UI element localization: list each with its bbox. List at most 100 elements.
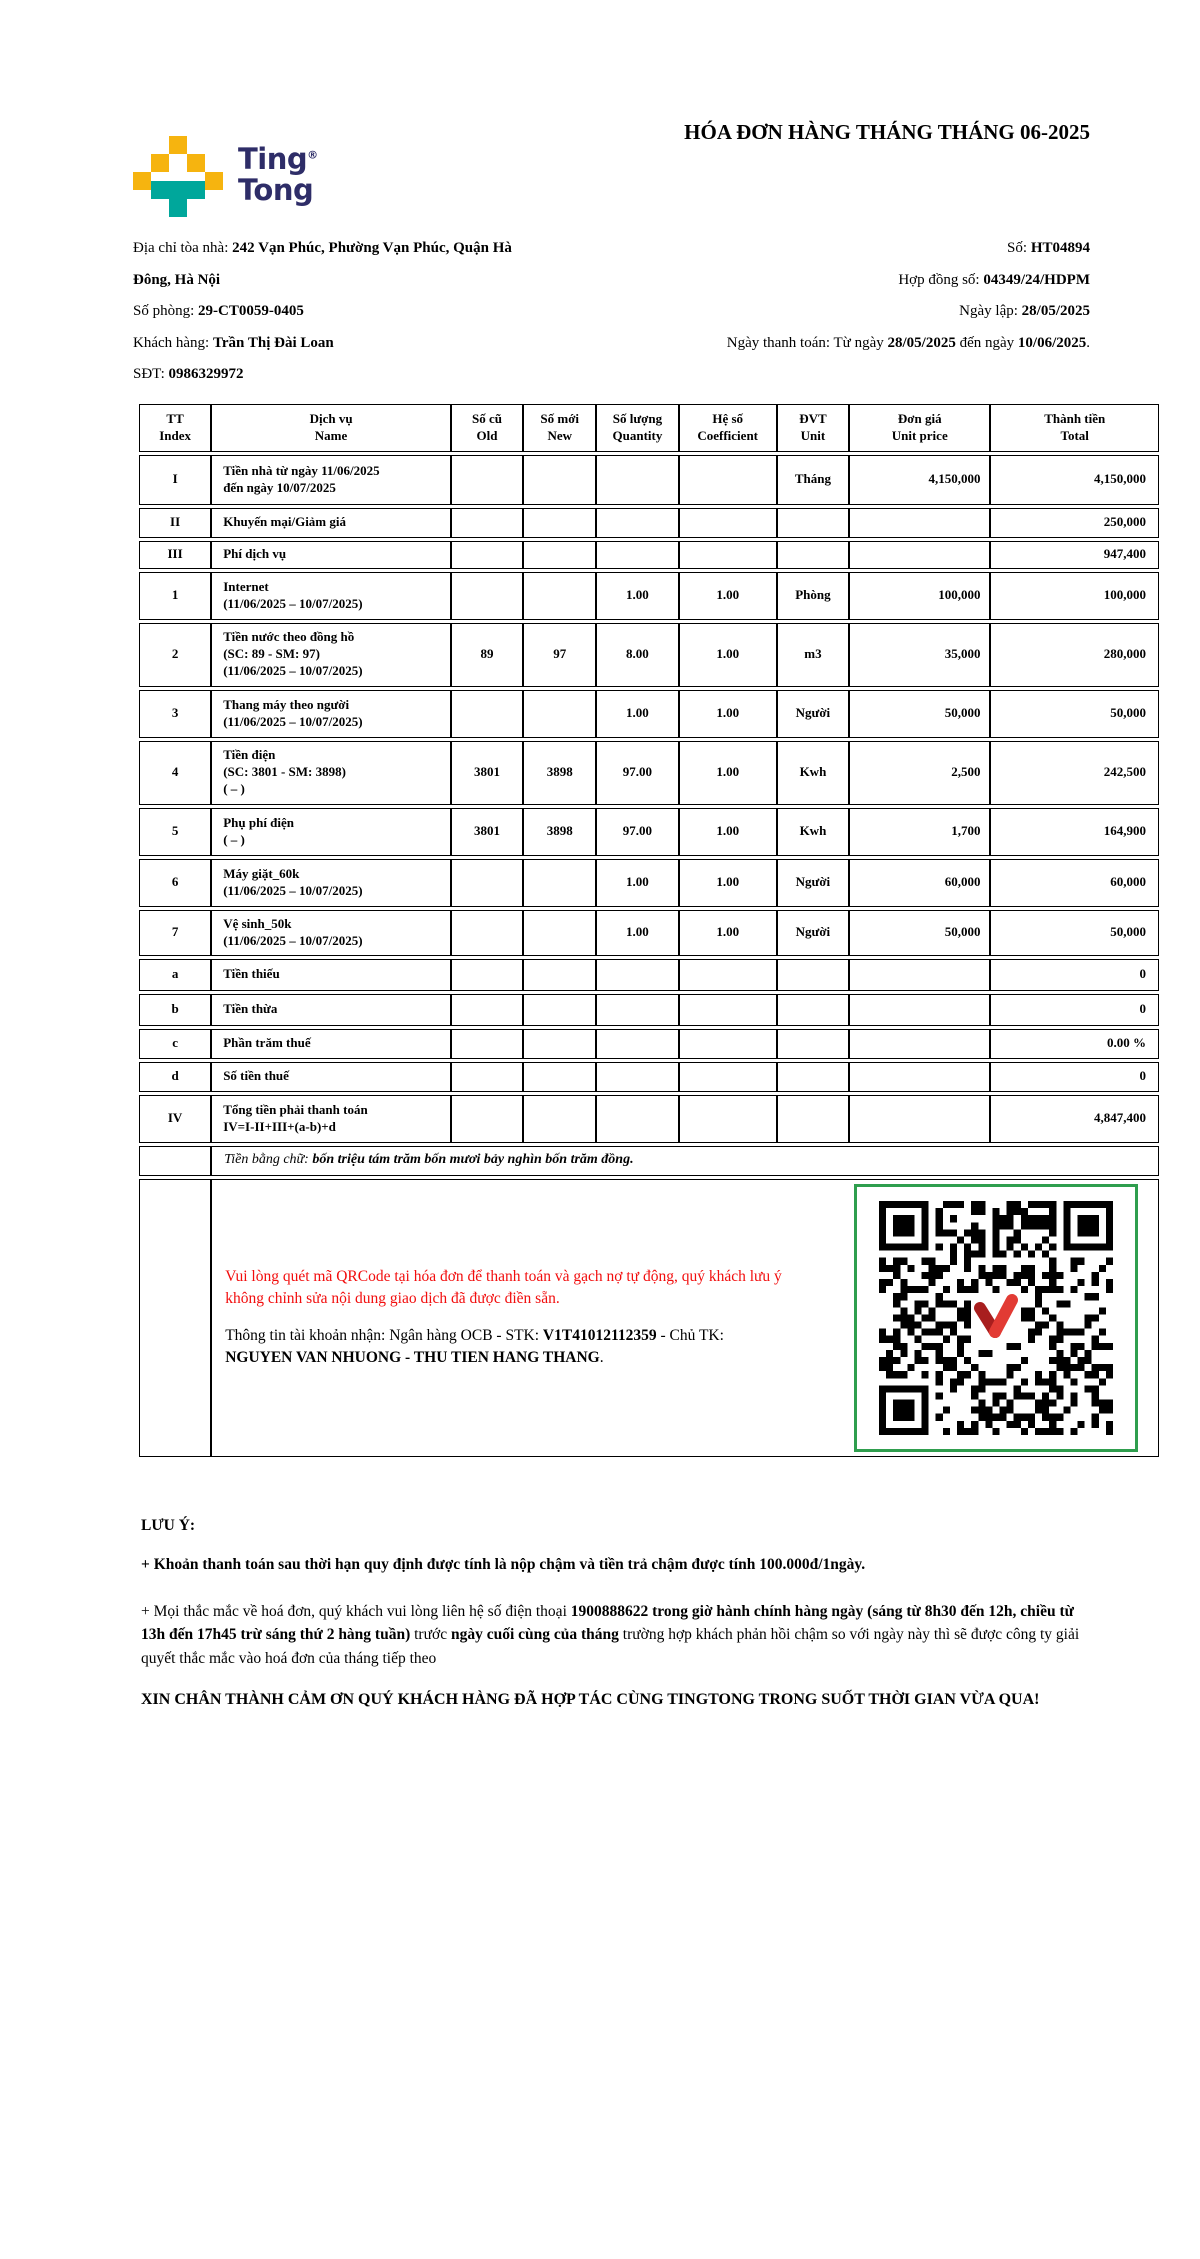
table-cell: 1.00 xyxy=(596,909,679,956)
table-cell: Tiền thiếu xyxy=(211,958,451,991)
table-cell: Khuyến mại/Giảm giá xyxy=(211,507,451,538)
table-cell: Người xyxy=(776,858,850,907)
table-cell: 7 xyxy=(139,909,212,956)
invoice-title: HÓA ĐƠN HÀNG THÁNG THÁNG 06-2025 xyxy=(684,120,1090,144)
table-cell: 1,700 xyxy=(849,807,991,856)
table-cell: IV xyxy=(139,1094,212,1143)
table-header-cell: Số cũ Old xyxy=(450,403,524,452)
text-run: HT04894 xyxy=(1030,240,1090,256)
table-cell: 60,000 xyxy=(849,858,991,907)
table-cell xyxy=(849,993,991,1026)
table-row: 1 Internet (11/06/2025 – 10/07/2025) 1.00 1.… xyxy=(139,571,1159,620)
table-cell xyxy=(678,1061,777,1092)
text-run: ngày cuối cùng của tháng xyxy=(450,1626,619,1643)
table-row: b Tiền thừa 0 xyxy=(139,993,1159,1026)
table-cell: Tiền điện (SC: 3801 - SM: 3898)( – ) xyxy=(211,740,451,805)
table-cell: a xyxy=(139,958,212,991)
table-cell xyxy=(139,1178,212,1457)
table-row: 2 Tiền nước theo đồng hồ (SC: 89 - SM: 97)… xyxy=(139,622,1159,687)
table-cell: 100,000 xyxy=(990,571,1159,620)
text-run: Ngày thanh toán: Từ ngày xyxy=(726,334,888,351)
info-right-line: Ngày lập: 28/05/2025 xyxy=(525,296,1090,328)
table-cell: b xyxy=(139,993,212,1026)
table-cell: Người xyxy=(776,689,850,738)
table-cell xyxy=(596,454,679,505)
table-row: IV Tổng tiền phải thanh toán IV=I-II+III+(… xyxy=(139,1094,1159,1143)
table-cell xyxy=(523,958,597,991)
table-cell xyxy=(523,993,597,1026)
table-cell: 1.00 xyxy=(678,909,777,956)
note-thanks: XIN CHÂN THÀNH CẢM ƠN QUÝ KHÁCH HÀNG ĐÃ … xyxy=(141,1691,1040,1708)
table-row: I Tiền nhà từ ngày 11/06/2025 đến ngày 10/… xyxy=(139,454,1159,505)
bank-account-text: Thông tin tài khoản nhận: Ngân hàng OCB … xyxy=(225,1325,817,1369)
text-run: 242 Vạn Phúc, Phường Vạn Phúc, Quận Hà Đ… xyxy=(133,240,512,288)
table-cell: 4 xyxy=(139,740,212,805)
table-cell: Máy giặt_60k (11/06/2025 – 10/07/2025) xyxy=(211,858,451,907)
table-cell xyxy=(678,507,777,538)
table-cell xyxy=(523,1094,597,1143)
table-cell xyxy=(678,993,777,1026)
table-cell xyxy=(523,858,597,907)
table-cell: Tiền nước theo đồng hồ (SC: 89 - SM: 97)(… xyxy=(211,622,451,687)
info-left-line: Số phòng: 29-CT0059-0405 xyxy=(133,296,525,328)
table-row: 6 Máy giặt_60k (11/06/2025 – 10/07/2025) 1.… xyxy=(139,858,1159,907)
invoice-table-wrap: TT Index Dịch vụ Name Số cũ Old Số mới New Số lư… xyxy=(139,401,1200,1460)
text-run: 1900888622 trong giờ hành chính hàng ngà… xyxy=(141,1602,1074,1644)
table-cell: 3801 xyxy=(450,807,524,856)
table-cell: 3898 xyxy=(523,807,597,856)
table-row: a Tiền thiếu 0 xyxy=(139,958,1159,991)
text-run: SĐT: xyxy=(133,366,169,382)
table-header-cell: TT Index xyxy=(139,403,212,452)
text-run: Thông tin tài khoản nhận: Ngân hàng OCB … xyxy=(225,1327,543,1344)
table-cell: Thang máy theo người (11/06/2025 – 10/07/… xyxy=(211,689,451,738)
table-cell xyxy=(776,1094,850,1143)
text-run: 29-CT0059-0405 xyxy=(198,303,304,319)
table-cell: 2 xyxy=(139,622,212,687)
text-run: Trần Thị Đài Loan xyxy=(212,334,334,351)
table-header-row: TT Index Dịch vụ Name Số cũ Old Số mới New Số lư… xyxy=(139,403,1159,452)
table-cell: Kwh xyxy=(776,740,850,805)
note-hotline: + Mọi thắc mắc về hoá đơn, quý khách vui… xyxy=(141,1600,1095,1671)
table-cell: 1.00 xyxy=(596,858,679,907)
table-cell: 3 xyxy=(139,689,212,738)
table-cell: 242,500 xyxy=(990,740,1159,805)
table-cell xyxy=(596,1028,679,1059)
table-cell: II xyxy=(139,507,212,538)
table-cell: 100,000 xyxy=(849,571,991,620)
table-cell: 0 xyxy=(990,1061,1159,1092)
table-cell xyxy=(678,958,777,991)
qr-warning-text: Vui lòng quét mã QRCode tại hóa đơn để t… xyxy=(225,1268,782,1307)
table-cell: Tổng tiền phải thanh toán IV=I-II+III+(a-… xyxy=(211,1094,451,1143)
table-row: 3 Thang máy theo người (11/06/2025 – 10/07… xyxy=(139,689,1159,738)
table-cell: 97.00 xyxy=(596,740,679,805)
table-cell xyxy=(596,993,679,1026)
table-cell: Phòng xyxy=(776,571,850,620)
table-cell xyxy=(450,540,524,569)
text-run: Số phòng: xyxy=(133,303,199,319)
logo-word-tong: Tong xyxy=(238,173,314,207)
table-cell: 3801 xyxy=(450,740,524,805)
table-cell xyxy=(523,454,597,505)
logo-pixel xyxy=(169,136,187,154)
table-cell xyxy=(776,1061,850,1092)
table-cell: 60,000 xyxy=(990,858,1159,907)
logo-word-ting: Ting® xyxy=(238,142,318,176)
tingtong-logo-text: Ting® Tong xyxy=(238,144,318,217)
text-run: 0986329972 xyxy=(168,366,244,382)
invoice-notes: LƯU Ý: + Khoản thanh toán sau thời hạn q… xyxy=(0,1460,1200,1713)
text-run: 28/05/2025 xyxy=(1021,303,1090,319)
table-header-cell: Số lượng Quantity xyxy=(596,403,679,452)
payment-qr-cell: Vui lòng quét mã QRCode tại hóa đơn để t… xyxy=(211,1178,1159,1457)
text-run: trường hợp khách phản hồi chậm so với ng… xyxy=(141,1626,1080,1667)
table-cell xyxy=(849,958,991,991)
table-cell xyxy=(450,1061,524,1092)
table-cell: 3898 xyxy=(523,740,597,805)
invoice-info-right: Số: HT04894 Hợp đồng số: 04349/24/HDPM Ngà… xyxy=(525,233,1090,359)
logo-pixel xyxy=(187,154,205,172)
invoice-header: Ting® Tong HÓA ĐƠN HÀNG THÁNG THÁNG 06-20… xyxy=(0,0,1200,217)
text-run: Hợp đồng số: xyxy=(898,271,984,288)
text-run: . xyxy=(599,1349,604,1366)
table-cell xyxy=(596,1094,679,1143)
text-run: trước xyxy=(410,1626,451,1643)
